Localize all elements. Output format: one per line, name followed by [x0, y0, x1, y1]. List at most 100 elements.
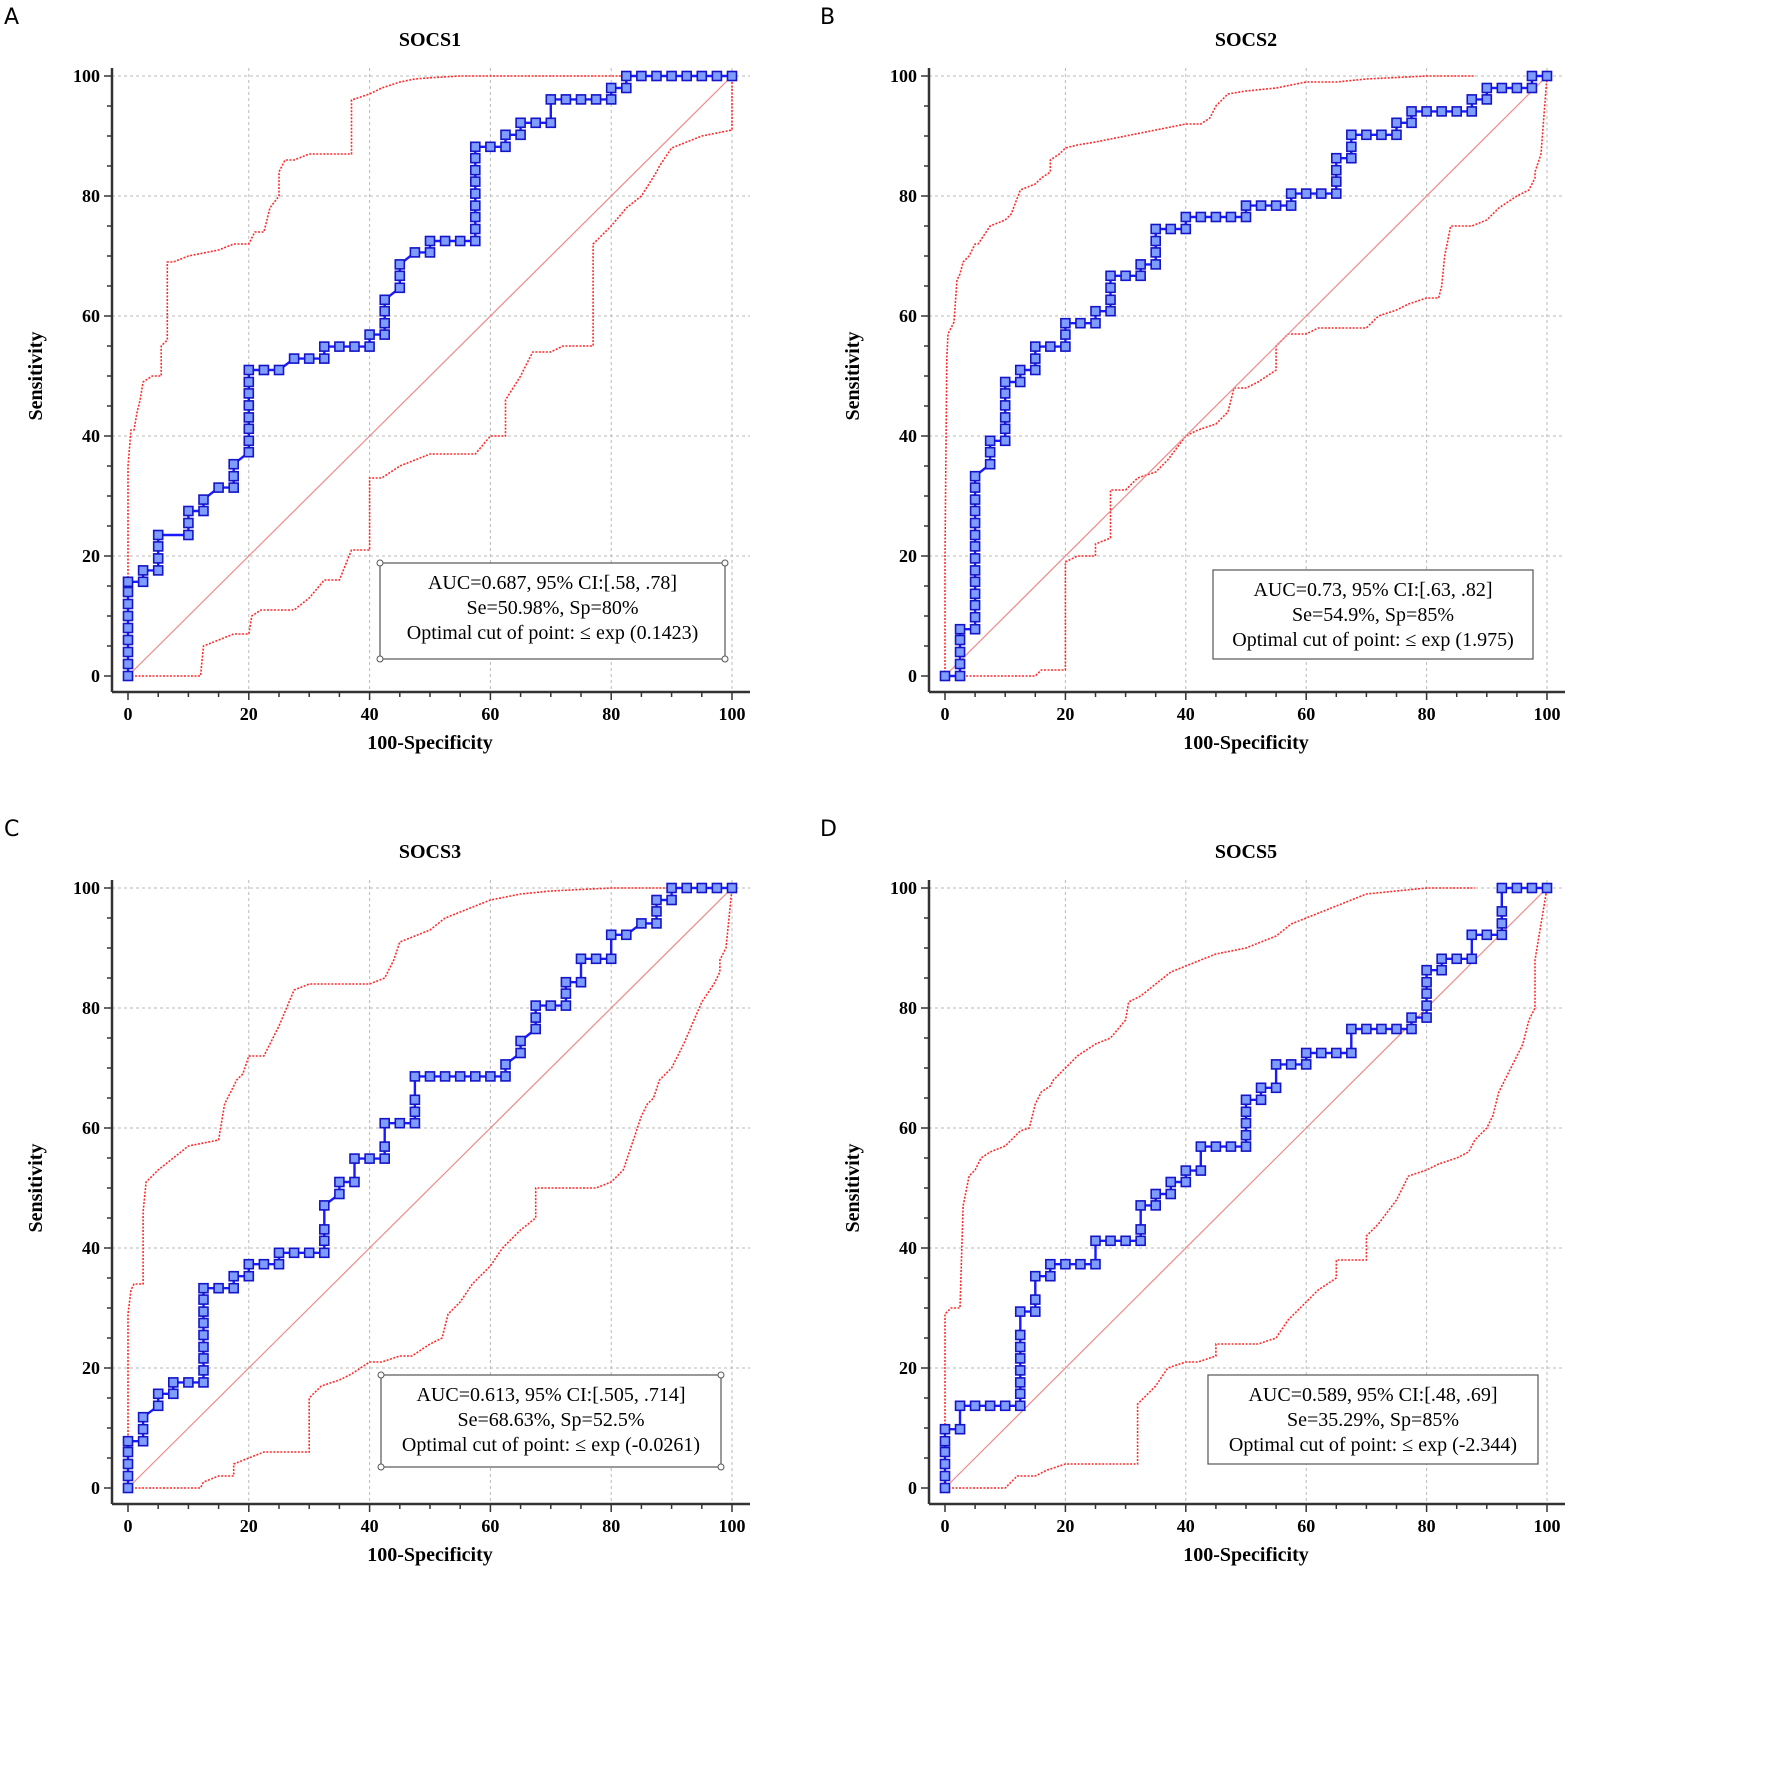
roc-point: [1240, 1117, 1252, 1129]
roc-point: [243, 446, 255, 458]
roc-point: [1014, 376, 1026, 388]
roc-point: [999, 435, 1011, 447]
y-tick-label: 20: [899, 546, 917, 566]
chart-title: SOCS5: [1215, 841, 1277, 863]
x-tick-label: 40: [361, 704, 379, 724]
roc-point: [954, 623, 966, 635]
roc-point: [1090, 305, 1101, 317]
roc-point: [1331, 176, 1342, 187]
y-tick-label: 40: [899, 426, 917, 446]
roc-point: [984, 1400, 996, 1412]
roc-point: [1315, 1047, 1327, 1059]
x-axis-label: 100-Specificity: [1183, 1544, 1309, 1566]
y-tick-label: 0: [91, 666, 100, 686]
roc-point: [1300, 1047, 1312, 1059]
roc-point: [1075, 317, 1086, 329]
roc-point: [1466, 929, 1478, 941]
roc-point: [939, 1482, 951, 1494]
roc-point: [1165, 223, 1177, 235]
roc-point: [1105, 1235, 1116, 1247]
roc-point: [500, 129, 511, 141]
panel-letter: C: [4, 817, 19, 842]
roc-point: [469, 211, 481, 223]
annotation-frame: [379, 562, 726, 660]
roc-point: [969, 611, 981, 623]
roc-point: [969, 576, 981, 588]
roc-point: [1391, 129, 1402, 141]
roc-point: [334, 1188, 345, 1200]
roc-point: [1150, 1200, 1161, 1211]
roc-point: [1060, 1258, 1071, 1270]
roc-point: [183, 529, 194, 541]
roc-point: [620, 70, 632, 82]
roc-point: [530, 117, 542, 129]
roc-point: [954, 634, 966, 646]
diagonal-reference-line: [944, 75, 1548, 677]
roc-point: [1180, 1165, 1192, 1176]
roc-point: [1541, 882, 1553, 894]
roc-point: [1466, 94, 1478, 105]
roc-point: [681, 882, 693, 894]
roc-point: [984, 435, 996, 447]
panel-letter: D: [820, 817, 837, 842]
x-tick-label: 20: [240, 704, 258, 724]
roc-point: [303, 353, 315, 364]
roc-point: [1346, 141, 1357, 153]
roc-point: [1165, 1188, 1177, 1200]
roc-point: [1406, 1012, 1417, 1023]
roc-point: [243, 400, 255, 411]
roc-point: [1406, 117, 1417, 129]
x-ticks: 0 20 40 60 80 100: [124, 692, 746, 724]
roc-point: [454, 235, 466, 247]
roc-point: [954, 1400, 966, 1412]
roc-point: [1285, 188, 1297, 199]
roc-point: [666, 882, 677, 894]
grid-lines: [112, 880, 750, 1504]
roc-point: [1150, 223, 1161, 235]
x-tick-label: 60: [481, 704, 499, 724]
roc-point: [1496, 906, 1508, 917]
x-tick-label: 80: [1418, 1516, 1436, 1536]
roc-point: [334, 341, 345, 352]
roc-point: [590, 953, 602, 965]
roc-point: [1030, 353, 1041, 364]
ci-upper-line: [944, 75, 1475, 676]
roc-point: [152, 1388, 164, 1400]
roc-point: [605, 82, 617, 94]
roc-point: [515, 117, 526, 129]
roc-point: [122, 634, 134, 646]
roc-point: [1526, 882, 1538, 894]
roc-panel-a: A SOCS1 0 20 40 60 80 100 0 20 40 60 80 100 100-Specif…: [4, 5, 750, 754]
ci-lower-line: [945, 887, 1548, 1489]
roc-point: [243, 435, 255, 447]
roc-point: [1030, 1306, 1041, 1317]
roc-point: [379, 294, 391, 306]
roc-point: [605, 94, 617, 105]
annotation-handle: [721, 559, 729, 567]
roc-point: [1180, 223, 1192, 235]
roc-point: [999, 1400, 1011, 1412]
y-tick-label: 80: [899, 186, 917, 206]
roc-point: [394, 282, 406, 294]
roc-point: [954, 646, 966, 658]
roc-point: [1421, 988, 1432, 999]
roc-point: [1240, 1106, 1252, 1118]
roc-point: [439, 235, 451, 247]
annotation-handle: [717, 1371, 725, 1379]
roc-point: [183, 1377, 194, 1388]
ci-lower-line: [128, 76, 733, 677]
roc-point: [560, 94, 572, 105]
roc-point: [1346, 1023, 1357, 1035]
roc-point: [394, 1117, 406, 1129]
roc-point: [1496, 929, 1508, 941]
roc-point: [969, 553, 981, 564]
roc-point: [152, 541, 164, 552]
x-tick-label: 100: [1534, 704, 1561, 724]
y-tick-label: 60: [899, 306, 917, 326]
roc-point: [560, 988, 572, 999]
roc-point: [939, 1470, 951, 1482]
roc-panel-c: C SOCS3 0 20 40 60 80 100 0 20 40 60 80 100 100-Specif…: [4, 817, 750, 1566]
y-tick-label: 60: [82, 1118, 100, 1138]
roc-point: [469, 141, 481, 153]
roc-point: [288, 353, 300, 364]
